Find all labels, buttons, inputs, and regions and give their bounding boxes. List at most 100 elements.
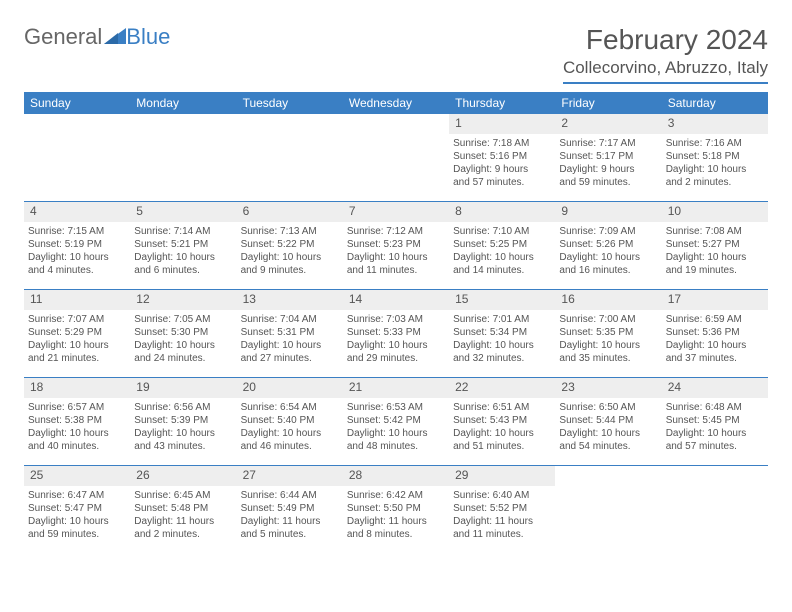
day-number: 28 — [343, 466, 449, 486]
sunset-text: Sunset: 5:21 PM — [134, 238, 232, 251]
d1-text: Daylight: 10 hours — [28, 515, 126, 528]
day-number: 23 — [555, 378, 661, 398]
sunset-text: Sunset: 5:35 PM — [559, 326, 657, 339]
d2-text: and 24 minutes. — [134, 352, 232, 365]
day-cell — [343, 134, 449, 202]
d2-text: and 4 minutes. — [28, 264, 126, 277]
d2-text: and 32 minutes. — [453, 352, 551, 365]
d1-text: Daylight: 10 hours — [559, 339, 657, 352]
day-number: 25 — [24, 466, 130, 486]
sunrise-text: Sunrise: 7:16 AM — [666, 137, 764, 150]
day-cell: Sunrise: 7:12 AMSunset: 5:23 PMDaylight:… — [343, 222, 449, 290]
sunrise-text: Sunrise: 6:53 AM — [347, 401, 445, 414]
dayname: Tuesday — [237, 92, 343, 114]
location: Collecorvino, Abruzzo, Italy — [563, 58, 768, 84]
day-cell: Sunrise: 6:57 AMSunset: 5:38 PMDaylight:… — [24, 398, 130, 466]
d1-text: Daylight: 10 hours — [134, 427, 232, 440]
d1-text: Daylight: 10 hours — [134, 251, 232, 264]
sunset-text: Sunset: 5:40 PM — [241, 414, 339, 427]
day-number — [130, 114, 236, 134]
d2-text: and 6 minutes. — [134, 264, 232, 277]
day-number: 7 — [343, 202, 449, 222]
sunset-text: Sunset: 5:39 PM — [134, 414, 232, 427]
day-number — [555, 466, 661, 486]
month-title: February 2024 — [563, 24, 768, 56]
sunset-text: Sunset: 5:25 PM — [453, 238, 551, 251]
day-cell: Sunrise: 7:05 AMSunset: 5:30 PMDaylight:… — [130, 310, 236, 378]
d2-text: and 57 minutes. — [666, 440, 764, 453]
day-cell: Sunrise: 6:44 AMSunset: 5:49 PMDaylight:… — [237, 486, 343, 554]
d1-text: Daylight: 10 hours — [666, 163, 764, 176]
day-number: 20 — [237, 378, 343, 398]
daynum-row: 2526272829 — [24, 466, 768, 486]
day-cell: Sunrise: 6:53 AMSunset: 5:42 PMDaylight:… — [343, 398, 449, 466]
sunset-text: Sunset: 5:47 PM — [28, 502, 126, 515]
d2-text: and 40 minutes. — [28, 440, 126, 453]
day-cell: Sunrise: 7:16 AMSunset: 5:18 PMDaylight:… — [662, 134, 768, 202]
sunset-text: Sunset: 5:49 PM — [241, 502, 339, 515]
day-number: 17 — [662, 290, 768, 310]
d2-text: and 29 minutes. — [347, 352, 445, 365]
sunset-text: Sunset: 5:23 PM — [347, 238, 445, 251]
d2-text: and 14 minutes. — [453, 264, 551, 277]
day-cell: Sunrise: 6:59 AMSunset: 5:36 PMDaylight:… — [662, 310, 768, 378]
sunrise-text: Sunrise: 7:18 AM — [453, 137, 551, 150]
d2-text: and 27 minutes. — [241, 352, 339, 365]
day-cell: Sunrise: 6:45 AMSunset: 5:48 PMDaylight:… — [130, 486, 236, 554]
day-number: 11 — [24, 290, 130, 310]
title-block: February 2024 Collecorvino, Abruzzo, Ita… — [563, 24, 768, 84]
day-number — [237, 114, 343, 134]
d2-text: and 11 minutes. — [453, 528, 551, 541]
day-cell: Sunrise: 7:08 AMSunset: 5:27 PMDaylight:… — [662, 222, 768, 290]
d2-text: and 16 minutes. — [559, 264, 657, 277]
d1-text: Daylight: 10 hours — [347, 251, 445, 264]
d2-text: and 48 minutes. — [347, 440, 445, 453]
day-number: 4 — [24, 202, 130, 222]
calendar-page: General Blue February 2024 Collecorvino,… — [0, 0, 792, 554]
d1-text: Daylight: 10 hours — [347, 427, 445, 440]
sunrise-text: Sunrise: 7:04 AM — [241, 313, 339, 326]
daynum-row: 11121314151617 — [24, 290, 768, 310]
sunrise-text: Sunrise: 6:42 AM — [347, 489, 445, 502]
day-number: 1 — [449, 114, 555, 134]
sunrise-text: Sunrise: 7:07 AM — [28, 313, 126, 326]
d2-text: and 8 minutes. — [347, 528, 445, 541]
d1-text: Daylight: 10 hours — [453, 427, 551, 440]
day-cell: Sunrise: 6:48 AMSunset: 5:45 PMDaylight:… — [662, 398, 768, 466]
d1-text: Daylight: 10 hours — [241, 427, 339, 440]
d1-text: Daylight: 10 hours — [559, 427, 657, 440]
d1-text: Daylight: 10 hours — [28, 339, 126, 352]
d1-text: Daylight: 11 hours — [241, 515, 339, 528]
logo: General Blue — [24, 24, 170, 50]
day-cell: Sunrise: 7:04 AMSunset: 5:31 PMDaylight:… — [237, 310, 343, 378]
sunrise-text: Sunrise: 7:01 AM — [453, 313, 551, 326]
d2-text: and 5 minutes. — [241, 528, 339, 541]
d1-text: Daylight: 10 hours — [559, 251, 657, 264]
d1-text: Daylight: 10 hours — [453, 339, 551, 352]
d2-text: and 21 minutes. — [28, 352, 126, 365]
sunrise-text: Sunrise: 6:54 AM — [241, 401, 339, 414]
d2-text: and 51 minutes. — [453, 440, 551, 453]
d1-text: Daylight: 10 hours — [28, 427, 126, 440]
detail-row: Sunrise: 7:07 AMSunset: 5:29 PMDaylight:… — [24, 310, 768, 378]
sunrise-text: Sunrise: 6:50 AM — [559, 401, 657, 414]
sunset-text: Sunset: 5:34 PM — [453, 326, 551, 339]
dayname: Friday — [555, 92, 661, 114]
sunset-text: Sunset: 5:50 PM — [347, 502, 445, 515]
d1-text: Daylight: 10 hours — [134, 339, 232, 352]
detail-row: Sunrise: 7:18 AMSunset: 5:16 PMDaylight:… — [24, 134, 768, 202]
day-number: 12 — [130, 290, 236, 310]
sunrise-text: Sunrise: 7:13 AM — [241, 225, 339, 238]
sunset-text: Sunset: 5:27 PM — [666, 238, 764, 251]
sunrise-text: Sunrise: 7:12 AM — [347, 225, 445, 238]
day-cell: Sunrise: 6:50 AMSunset: 5:44 PMDaylight:… — [555, 398, 661, 466]
sunrise-text: Sunrise: 7:10 AM — [453, 225, 551, 238]
sunrise-text: Sunrise: 7:14 AM — [134, 225, 232, 238]
d2-text: and 19 minutes. — [666, 264, 764, 277]
day-cell: Sunrise: 7:13 AMSunset: 5:22 PMDaylight:… — [237, 222, 343, 290]
d1-text: Daylight: 10 hours — [666, 251, 764, 264]
calendar-table: Sunday Monday Tuesday Wednesday Thursday… — [24, 92, 768, 554]
sunrise-text: Sunrise: 7:00 AM — [559, 313, 657, 326]
d2-text: and 2 minutes. — [666, 176, 764, 189]
sunset-text: Sunset: 5:19 PM — [28, 238, 126, 251]
